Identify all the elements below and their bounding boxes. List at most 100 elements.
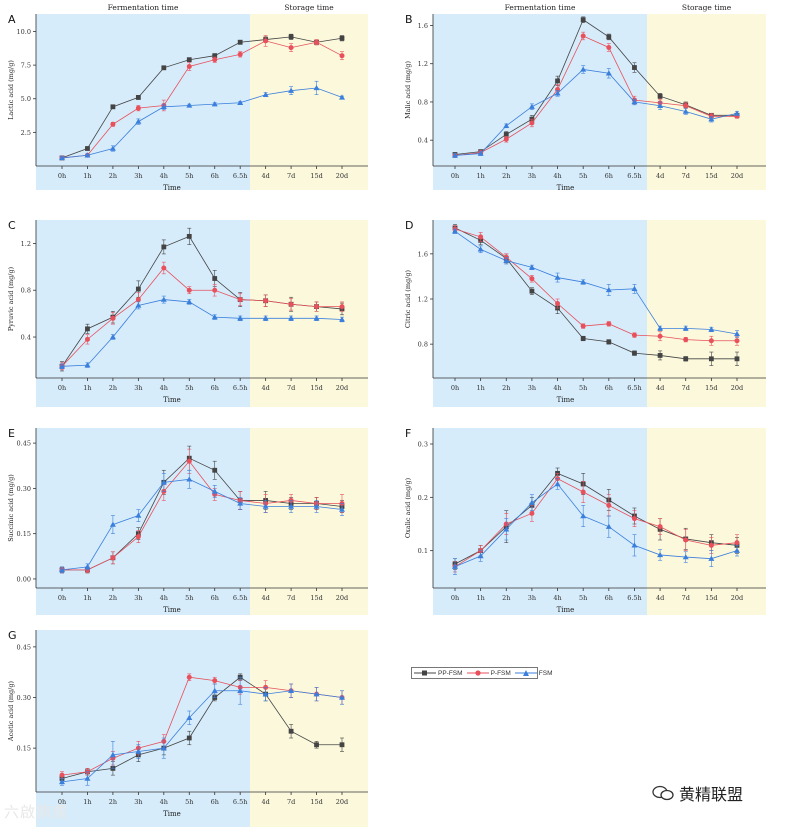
data-point [110, 121, 116, 127]
data-point [339, 694, 345, 700]
y-tick-label: 0.45 [17, 643, 31, 651]
data-point [211, 488, 218, 494]
x-tick-label: 3h [528, 384, 536, 392]
data-point [84, 775, 91, 781]
data-point [160, 103, 167, 110]
data-point [59, 772, 65, 778]
data-point [314, 39, 320, 45]
data-point [339, 316, 345, 322]
data-point [237, 99, 244, 105]
panel-label: C [8, 219, 16, 232]
data-point [186, 298, 193, 305]
series-line [61, 87, 343, 159]
data-point [631, 98, 638, 105]
data-point [503, 526, 510, 532]
x-tick-label: 4d [261, 594, 269, 602]
data-point [683, 537, 689, 543]
data-point [708, 542, 714, 548]
chart-panel-E: 0.00 0.15 0.30 0.45 0h 1h 2h 3h 4h 5h 6h 6.5h 4d 7d 15… [7, 427, 368, 615]
data-point [263, 298, 269, 304]
x-tick-label: 3h [134, 172, 142, 180]
data-point [708, 116, 715, 122]
x-tick-label: 3h [528, 594, 536, 602]
series-line [454, 19, 737, 155]
data-point [708, 338, 714, 344]
x-tick-label: 20d [731, 172, 743, 180]
x-axis-label: Time [163, 810, 181, 818]
legend: PP-FSM P-FSM FSM [411, 667, 553, 679]
y-tick-label: 1.6 [418, 250, 428, 258]
storage-region [250, 14, 368, 190]
data-point [477, 246, 484, 252]
data-point [580, 66, 587, 72]
panel-label: F [405, 427, 411, 440]
legend-label-pp-fsm: PP-FSM [438, 669, 463, 677]
data-point [135, 94, 141, 100]
data-point [631, 285, 638, 292]
y-tick-label: 0.8 [21, 287, 31, 295]
watermark-left: 六啟鹊儒 [4, 801, 68, 822]
legend-item-pp-fsm: PP-FSM [414, 669, 463, 677]
data-point [605, 523, 612, 529]
x-tick-label: 1h [476, 172, 484, 180]
data-point [477, 150, 484, 156]
panel-label: B [405, 13, 413, 26]
y-tick-label: 10.0 [17, 28, 31, 36]
x-tick-label: 3h [134, 798, 142, 806]
data-point [631, 516, 637, 522]
data-point [580, 279, 587, 285]
data-point [313, 315, 320, 321]
data-point [135, 302, 142, 308]
data-point [555, 78, 560, 84]
y-axis-label: Succinic acid (mg/g) [7, 474, 15, 542]
data-point [288, 87, 295, 93]
data-point [211, 687, 218, 693]
data-point [657, 551, 664, 558]
x-tick-label: 5h [185, 594, 193, 602]
x-tick-label: 4h [160, 172, 168, 180]
data-point [314, 742, 319, 748]
y-axis-label: Citric acid (mg/g) [404, 269, 412, 328]
series-fsm [452, 65, 740, 158]
x-tick-label: 7d [682, 172, 690, 180]
data-point [339, 506, 345, 512]
x-tick-label: 1h [476, 594, 484, 602]
y-tick-label: 0.30 [17, 694, 31, 702]
x-tick-label: 20d [731, 384, 743, 392]
data-point [160, 296, 167, 302]
series-line [61, 478, 343, 571]
data-point [708, 326, 715, 332]
data-point [212, 467, 218, 473]
x-tick-label: 2h [502, 594, 510, 602]
data-point [160, 479, 167, 485]
x-tick-label: 6.5h [233, 172, 248, 180]
data-point [237, 297, 243, 303]
storage-region [647, 428, 766, 615]
data-point [313, 503, 320, 509]
data-point [529, 120, 535, 126]
x-tick-label: 6.5h [627, 384, 642, 392]
data-point [186, 674, 192, 680]
data-point [262, 691, 269, 697]
data-point [109, 751, 116, 758]
x-tick-label: 20d [336, 172, 348, 180]
y-tick-label: 0.00 [17, 575, 31, 583]
y-tick-label: 0.8 [418, 98, 428, 106]
data-point [477, 553, 484, 559]
panel-label: D [405, 219, 413, 232]
y-tick-label: 0.15 [17, 745, 31, 753]
fermentation-region [433, 428, 647, 615]
data-point [683, 337, 689, 343]
x-tick-label: 4h [160, 384, 168, 392]
data-point [734, 356, 740, 362]
x-tick-label: 6h [211, 384, 219, 392]
x-tick-label: 7d [682, 594, 690, 602]
panel-label: A [8, 13, 16, 26]
chart-panel-B: 0.4 0.8 1.2 1.6 0h 1h 2h 3h 4h 5h 6h 6.5h 4d 7d 15d 20d… [404, 3, 766, 192]
y-axis-label: Malic acid (mg/g) [404, 61, 412, 119]
x-tick-label: 2h [109, 172, 117, 180]
data-point [186, 714, 193, 720]
chart-panel-F: 0.1 0.2 0.3 0h 1h 2h 3h 4h 5h 6h 6.5h 4d 7d 15d 20d Tim… [404, 427, 766, 615]
x-tick-label: 20d [336, 594, 348, 602]
data-point [109, 521, 116, 527]
